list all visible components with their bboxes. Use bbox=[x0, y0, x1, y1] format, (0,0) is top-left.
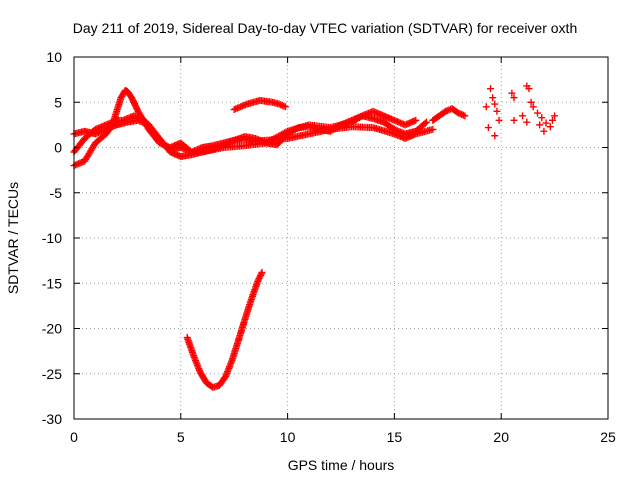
trace-marker bbox=[346, 119, 354, 127]
y-tick-label: 0 bbox=[54, 140, 62, 156]
trace-marker bbox=[79, 137, 87, 145]
data-point bbox=[482, 103, 490, 111]
data-point bbox=[538, 114, 546, 122]
data-point bbox=[523, 118, 531, 126]
trace-marker bbox=[420, 120, 428, 128]
trace-marker bbox=[427, 126, 435, 134]
trace-marker bbox=[452, 107, 460, 115]
y-tick-label: 5 bbox=[54, 94, 62, 110]
trace-marker bbox=[229, 137, 237, 145]
trace-marker bbox=[421, 119, 429, 127]
data-point bbox=[536, 121, 544, 129]
y-axis-label: SDTVAR / TECUs bbox=[5, 182, 21, 294]
x-tick-label: 20 bbox=[493, 429, 509, 445]
data-point bbox=[546, 123, 554, 131]
data-point bbox=[484, 124, 492, 132]
series-scatter-end bbox=[482, 82, 559, 140]
data-point bbox=[495, 116, 503, 124]
series-arc-6 bbox=[429, 105, 469, 124]
data-point bbox=[540, 127, 548, 135]
ticks: 0 5 10 15 20 25 -30 -25 -20 -15 -10 -5 0 5 10 bbox=[42, 49, 616, 445]
trace-marker bbox=[250, 134, 258, 142]
chart-title: Day 211 of 2019, Sidereal Day-to-day VTE… bbox=[73, 20, 577, 36]
trace-marker bbox=[459, 111, 467, 119]
x-axis-label: GPS time / hours bbox=[288, 457, 395, 473]
trace-marker bbox=[282, 128, 290, 136]
y-tick-label: -30 bbox=[42, 411, 62, 427]
data-point bbox=[529, 103, 537, 111]
data-point bbox=[525, 85, 533, 93]
trace-marker bbox=[116, 95, 124, 103]
series-arc-5 bbox=[183, 268, 266, 391]
series-arc-4 bbox=[230, 96, 289, 113]
trace-marker bbox=[248, 99, 256, 107]
trace-marker bbox=[257, 271, 265, 279]
data-point bbox=[527, 98, 535, 106]
trace-marker bbox=[357, 113, 365, 121]
trace-marker bbox=[153, 132, 161, 140]
trace-marker bbox=[368, 114, 376, 122]
data-point bbox=[489, 94, 497, 102]
x-tick-label: 15 bbox=[387, 429, 403, 445]
series-arc-3 bbox=[70, 107, 420, 161]
trace-marker bbox=[439, 109, 447, 117]
trace-marker bbox=[240, 317, 248, 325]
trace-marker bbox=[241, 101, 249, 109]
data-point bbox=[487, 85, 495, 93]
trace-marker bbox=[260, 139, 268, 147]
trace-marker bbox=[189, 350, 197, 358]
trace-marker bbox=[235, 103, 243, 111]
x-tick-label: 5 bbox=[177, 429, 185, 445]
trace-marker bbox=[247, 297, 255, 305]
y-tick-label: -15 bbox=[42, 275, 62, 291]
series-arc-1 bbox=[70, 112, 437, 156]
trace-marker bbox=[111, 122, 119, 130]
data-point bbox=[548, 116, 556, 124]
data-point bbox=[510, 94, 518, 102]
trace-marker bbox=[281, 129, 289, 137]
x-tick-label: 0 bbox=[70, 429, 78, 445]
data-point bbox=[534, 109, 542, 117]
trace-marker bbox=[90, 142, 98, 150]
data-point bbox=[491, 132, 499, 140]
data-point bbox=[519, 112, 527, 120]
data-point bbox=[491, 100, 499, 108]
trace-marker bbox=[220, 375, 228, 383]
trace-marker bbox=[410, 117, 418, 125]
trace-marker bbox=[389, 116, 397, 124]
trace-marker bbox=[273, 100, 281, 108]
trace-marker bbox=[253, 279, 261, 287]
trace-marker bbox=[101, 126, 109, 134]
trace-marker bbox=[197, 148, 205, 156]
trace-marker bbox=[388, 124, 396, 132]
grid bbox=[74, 57, 608, 419]
trace-marker bbox=[227, 358, 235, 366]
trace-marker bbox=[133, 104, 141, 112]
data-point bbox=[493, 107, 501, 115]
trace-marker bbox=[164, 145, 172, 153]
trace-marker bbox=[433, 114, 441, 122]
trace-marker bbox=[201, 376, 209, 384]
x-tick-label: 10 bbox=[280, 429, 296, 445]
trace-marker bbox=[206, 382, 214, 390]
data-point bbox=[551, 112, 559, 120]
data-point bbox=[508, 89, 516, 97]
trace-marker bbox=[234, 338, 242, 346]
x-tick-label: 25 bbox=[600, 429, 616, 445]
y-tick-label: -20 bbox=[42, 321, 62, 337]
y-tick-label: -5 bbox=[50, 185, 63, 201]
data-point bbox=[542, 119, 550, 127]
trace-marker bbox=[126, 91, 134, 99]
trace-marker bbox=[378, 111, 386, 119]
data-points bbox=[70, 82, 559, 391]
y-tick-label: -10 bbox=[42, 230, 62, 246]
trace-marker bbox=[355, 114, 363, 122]
trace-marker bbox=[112, 109, 120, 117]
trace-marker bbox=[280, 102, 288, 110]
y-tick-label: 10 bbox=[46, 49, 62, 65]
trace-marker bbox=[257, 270, 265, 278]
data-point bbox=[510, 116, 518, 124]
y-tick-label: -25 bbox=[42, 366, 62, 382]
